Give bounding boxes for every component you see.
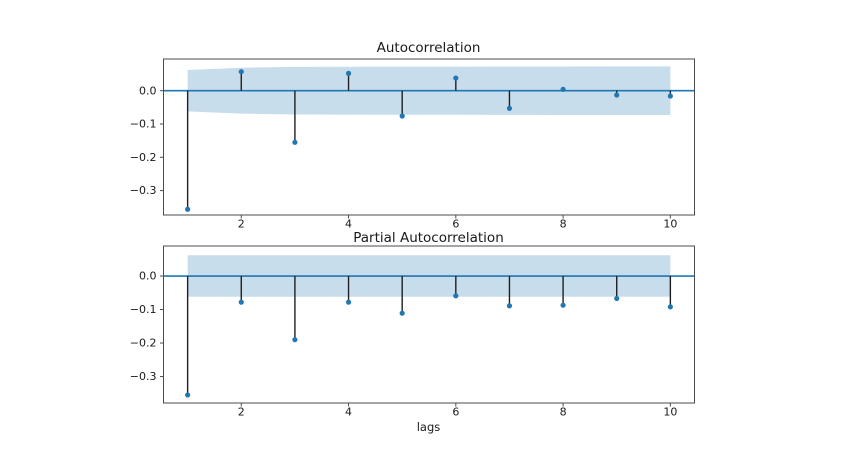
stem-marker xyxy=(453,75,459,81)
x-tick-label: 10 xyxy=(663,406,677,419)
x-tick-label: 6 xyxy=(452,406,459,419)
stem-marker xyxy=(614,92,620,98)
x-tick-label: 6 xyxy=(452,218,459,231)
x-tick-label: 2 xyxy=(238,218,245,231)
y-tick-label: −0.3 xyxy=(130,184,157,197)
x-tick-label: 8 xyxy=(560,406,567,419)
y-tick-label: −0.2 xyxy=(130,337,157,350)
y-tick-label: −0.1 xyxy=(130,118,157,131)
stem-marker xyxy=(185,206,191,212)
stem-marker xyxy=(506,105,513,111)
stem-marker xyxy=(667,93,673,99)
stem-marker xyxy=(560,86,566,92)
y-tick-label: −0.2 xyxy=(130,151,157,164)
y-tick-label: −0.1 xyxy=(130,303,157,316)
acf-plot-title: Autocorrelation xyxy=(376,40,481,56)
stem-marker xyxy=(238,299,244,305)
stem-marker xyxy=(292,139,298,145)
stem-marker xyxy=(345,70,352,76)
y-tick-label: 0.0 xyxy=(139,84,157,97)
axes-frame xyxy=(163,58,695,216)
stem-marker xyxy=(399,310,405,316)
stem-marker xyxy=(399,113,405,119)
x-tick-label: 10 xyxy=(663,218,677,231)
stem-marker xyxy=(560,302,566,308)
pacf-plot-title: Partial Autocorrelation xyxy=(353,230,504,246)
stem-marker xyxy=(292,337,298,343)
stem-marker xyxy=(238,69,244,75)
y-tick-label: −0.3 xyxy=(130,370,157,383)
stem-marker xyxy=(185,392,191,398)
x-tick-label: 8 xyxy=(560,218,567,231)
x-axis-label: lags xyxy=(416,420,441,434)
y-tick-label: 0.0 xyxy=(139,270,157,283)
x-tick-label: 4 xyxy=(345,406,352,419)
stem-marker xyxy=(614,295,620,302)
stem-marker xyxy=(506,303,513,309)
stem-marker xyxy=(345,299,352,305)
axes-frame xyxy=(163,245,695,404)
x-tick-label: 2 xyxy=(238,406,245,419)
stem-marker xyxy=(453,293,459,299)
x-tick-label: 4 xyxy=(345,218,352,231)
stem-marker xyxy=(667,304,673,310)
